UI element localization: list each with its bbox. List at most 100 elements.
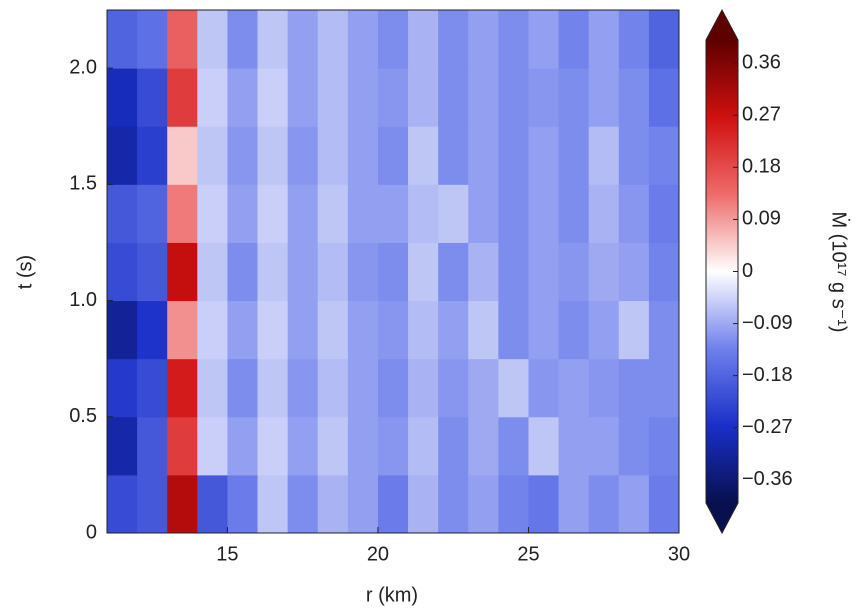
heat-cell [618, 126, 650, 185]
heat-cell [618, 300, 650, 360]
heat-cell [648, 300, 680, 360]
colorbar-frame [705, 8, 739, 535]
heat-cell [528, 68, 560, 127]
heat-cell [107, 68, 138, 127]
heat-cell [498, 358, 529, 418]
heat-cell [528, 184, 560, 243]
heat-cell [317, 474, 349, 534]
heat-cell [167, 416, 198, 476]
heat-cell [528, 358, 560, 418]
plot-frame [106, 9, 680, 534]
heat-cell [167, 184, 198, 243]
heat-cell [558, 242, 590, 302]
colorbar-tick-label: −0.09 [742, 312, 793, 334]
heat-cell [438, 126, 469, 185]
heat-cell [618, 242, 650, 302]
heat-cell [468, 242, 499, 302]
heat-cell [438, 300, 469, 360]
heat-cell [227, 184, 259, 243]
heat-cell [588, 358, 620, 418]
heat-cell [257, 10, 289, 69]
heat-cell [648, 126, 680, 185]
heat-cell [377, 68, 409, 127]
x-tick-label: 25 [517, 543, 539, 565]
colorbar-extend-bottom [706, 503, 738, 533]
heat-cell [588, 242, 620, 302]
heat-cell [438, 68, 469, 127]
heat-cell [468, 474, 499, 534]
heat-cell [317, 242, 349, 302]
heat-cell [137, 300, 168, 360]
heat-cell [377, 358, 409, 418]
heat-cell [257, 474, 289, 534]
heat-cell [317, 300, 349, 360]
heat-cell [257, 184, 289, 243]
heat-cell [408, 474, 439, 534]
heat-cell [588, 300, 620, 360]
heat-cell [648, 474, 680, 534]
heat-cell [438, 358, 469, 418]
heat-cell [468, 300, 499, 360]
heat-cell [648, 416, 680, 476]
heat-cell [107, 416, 138, 476]
heat-cell [287, 474, 319, 534]
heat-cell [167, 126, 198, 185]
heat-cell [618, 358, 650, 418]
heat-cell [438, 474, 469, 534]
colorbar-tick-label: −0.27 [742, 416, 793, 438]
heat-cell [167, 10, 198, 69]
heat-cell [648, 358, 680, 418]
heat-cell [227, 126, 259, 185]
colorbar [706, 40, 738, 503]
heat-cell [618, 10, 650, 69]
heat-cell [468, 416, 499, 476]
colorbar-tick-label: −0.36 [742, 468, 793, 490]
heat-cell [498, 184, 529, 243]
heat-cell [167, 300, 198, 360]
heat-cell [257, 300, 289, 360]
heat-cell [588, 474, 620, 534]
heat-cell [648, 184, 680, 243]
colorbar-tick-label: 0.18 [742, 156, 781, 178]
heat-cell [227, 474, 259, 534]
x-tick-label: 15 [216, 543, 238, 565]
heat-cell [408, 10, 439, 69]
heat-cell [438, 416, 469, 476]
heat-cell [498, 474, 529, 534]
heat-cell [347, 474, 379, 534]
heat-cell [618, 416, 650, 476]
heat-cell [588, 10, 620, 69]
heat-cell [347, 300, 379, 360]
heat-cell [528, 474, 560, 534]
heat-cell [347, 242, 379, 302]
heat-cell [377, 126, 409, 185]
heat-cell [287, 300, 319, 360]
colorbar-tick-label: 0.27 [742, 104, 781, 126]
heat-cell [618, 68, 650, 127]
heat-cell [257, 68, 289, 127]
heat-cell [468, 184, 499, 243]
heat-cell [438, 184, 469, 243]
heat-cell [167, 474, 198, 534]
heat-cell [558, 474, 590, 534]
heat-cell [498, 242, 529, 302]
heat-cell [438, 242, 469, 302]
heat-cell [317, 184, 349, 243]
heat-cell [347, 68, 379, 127]
heat-cell [227, 358, 259, 418]
heat-cell [227, 10, 259, 69]
heat-cell [468, 68, 499, 127]
heat-cell [498, 416, 529, 476]
heat-cell [317, 126, 349, 185]
heat-cell [498, 300, 529, 360]
colorbar-tick-label: 0 [742, 260, 753, 282]
x-tick-label: 30 [668, 543, 690, 565]
heat-cell [107, 126, 138, 185]
heat-cell [408, 68, 439, 127]
heat-cell [528, 126, 560, 185]
heat-cell [257, 242, 289, 302]
heat-cell [197, 300, 228, 360]
heat-cell [408, 416, 439, 476]
heat-cell [287, 416, 319, 476]
